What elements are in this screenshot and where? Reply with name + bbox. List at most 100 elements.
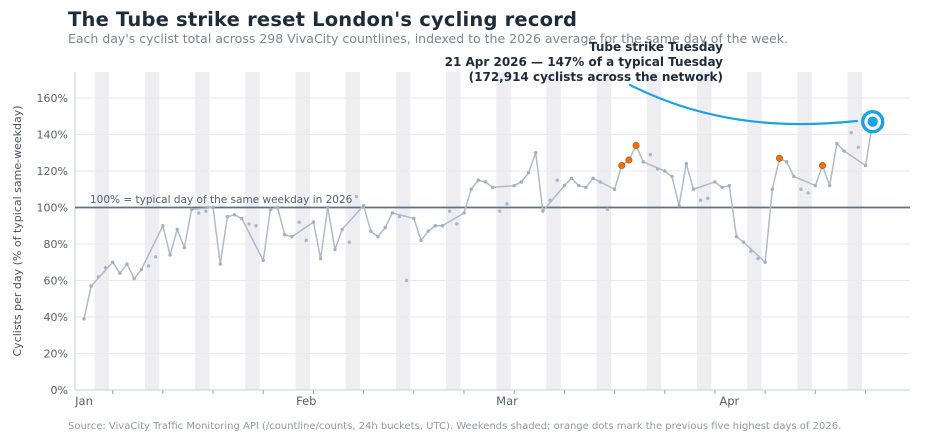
weekday-data-point <box>612 187 617 191</box>
weekend-data-point <box>397 214 402 219</box>
weekday-data-point <box>727 183 731 188</box>
weekend-data-point <box>404 278 409 283</box>
weekday-data-point <box>232 213 237 217</box>
weekend-band <box>395 72 411 390</box>
weekday-data-point <box>110 260 115 264</box>
weekend-data-point <box>856 145 861 149</box>
y-tick-label: 120% <box>37 165 68 178</box>
weekday-data-point <box>512 183 516 188</box>
weekday-data-point <box>369 229 373 233</box>
x-month-label: Apr <box>719 394 739 408</box>
weekday-data-point <box>763 260 767 264</box>
weekday-data-point <box>541 209 545 213</box>
weekday-data-point <box>827 183 832 188</box>
top5-day-dot <box>618 162 626 170</box>
weekday-data-point <box>641 160 645 164</box>
weekday-data-point <box>562 183 567 188</box>
y-tick-label: 140% <box>37 129 68 142</box>
weekday-data-point <box>863 163 868 168</box>
weekend-data-point <box>455 222 459 226</box>
weekend-data-point <box>505 202 509 206</box>
y-axis-title: Cyclists per day (% of typical same-week… <box>11 105 24 356</box>
chart-subtitle: Each day's cyclist total across 298 Viva… <box>68 31 789 46</box>
weekend-data-point <box>347 240 351 244</box>
weekday-data-point <box>118 271 122 275</box>
y-tick-label: 0% <box>51 384 68 397</box>
weekday-data-point <box>268 207 273 212</box>
weekday-data-point <box>82 317 86 321</box>
weekend-data-point <box>304 238 308 243</box>
y-tick-label: 60% <box>44 275 68 288</box>
weekend-data-point <box>96 275 101 279</box>
weekday-data-point <box>318 256 323 261</box>
weekend-band <box>245 72 260 390</box>
record-point-dot <box>867 116 878 127</box>
weekend-data-point <box>447 209 452 213</box>
weekend-data-point <box>498 209 502 213</box>
weekday-data-point <box>476 178 481 182</box>
source-note: Source: VivaCity Traffic Monitoring API … <box>68 421 842 432</box>
weekday-data-point <box>569 176 574 180</box>
weekend-band <box>446 72 461 390</box>
weekday-data-point <box>734 235 739 239</box>
weekday-data-point <box>526 171 531 175</box>
annotation-arrow <box>628 83 859 126</box>
weekend-band <box>797 72 812 390</box>
weekday-data-point <box>813 183 818 188</box>
weekend-band <box>496 72 511 390</box>
weekday-data-point <box>684 162 688 166</box>
weekend-band <box>847 72 862 390</box>
weekend-data-point <box>749 249 753 253</box>
weekday-data-point <box>311 220 316 224</box>
weekend-data-point <box>706 196 710 201</box>
weekend-data-point <box>297 220 301 224</box>
weekday-data-point <box>383 225 387 230</box>
x-month-label: Feb <box>296 394 316 408</box>
weekend-band <box>546 72 561 390</box>
top5-day-dot <box>775 154 783 162</box>
weekend-data-point <box>605 207 610 212</box>
weekend-data-point <box>598 180 602 184</box>
x-month-label: Mar <box>496 394 518 408</box>
weekday-data-point <box>519 180 524 184</box>
weekday-data-point <box>577 183 581 188</box>
annotation-line-2: 21 Apr 2026 — 147% of a typical Tuesday <box>444 55 723 69</box>
weekday-data-point <box>211 205 215 210</box>
weekday-data-point <box>218 262 222 266</box>
y-tick-label: 160% <box>37 92 68 105</box>
annotation-line-1: Tube strike Tuesday <box>588 40 723 54</box>
weekday-data-point <box>261 258 265 263</box>
y-tick-label: 100% <box>37 202 68 215</box>
weekday-data-point <box>469 187 473 191</box>
weekday-data-point <box>290 235 294 239</box>
weekend-band <box>345 72 361 390</box>
weekday-data-point <box>490 185 495 190</box>
weekday-data-point <box>663 169 667 173</box>
top5-day-dot <box>632 141 640 149</box>
weekend-band <box>646 72 662 390</box>
weekday-data-point <box>390 211 395 215</box>
weekday-data-point <box>376 235 380 239</box>
weekend-data-point <box>247 222 251 226</box>
strike-annotation: Tube strike Tuesday 21 Apr 2026 — 147% o… <box>445 40 723 85</box>
weekend-data-point <box>103 266 108 270</box>
weekend-data-point <box>698 198 703 202</box>
weekday-data-point <box>534 151 538 155</box>
weekday-data-point <box>691 187 696 191</box>
weekday-data-point <box>283 233 287 237</box>
weekday-data-point <box>161 224 165 228</box>
weekday-data-point <box>713 180 717 184</box>
weekday-data-point <box>419 238 423 243</box>
weekday-data-point <box>125 262 129 266</box>
top5-day-dot <box>625 156 633 164</box>
weekend-band <box>195 72 210 390</box>
weekend-data-point <box>799 187 803 191</box>
weekday-data-point <box>677 203 681 208</box>
weekday-data-point <box>835 141 839 146</box>
weekend-data-point <box>849 130 853 135</box>
weekday-data-point <box>340 227 344 232</box>
weekend-data-point <box>154 255 158 259</box>
weekend-data-point <box>756 256 760 261</box>
